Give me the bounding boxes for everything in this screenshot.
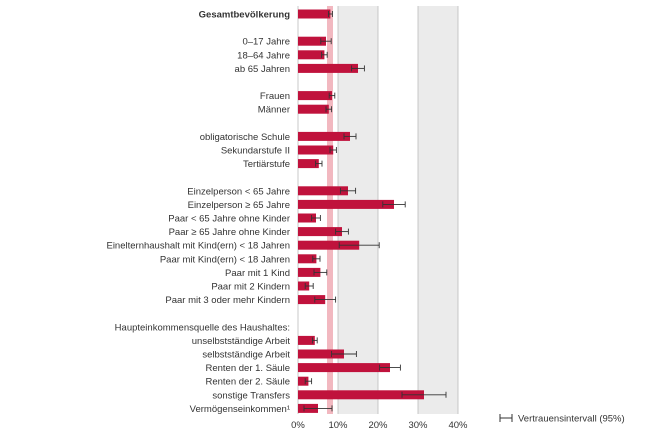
- bar: [298, 104, 329, 114]
- bar: [298, 240, 360, 250]
- bar: [298, 227, 342, 237]
- bar: [298, 50, 325, 60]
- error-bar: [335, 228, 349, 235]
- category-label: Paar ≥ 65 Jahre ohne Kinder: [169, 227, 290, 238]
- bar: [298, 281, 310, 291]
- category-label: Renten der 2. Säule: [205, 377, 290, 388]
- x-tick-label: 0%: [291, 420, 305, 431]
- bar: [298, 199, 394, 209]
- error-bar: [338, 242, 380, 249]
- error-bar: [313, 269, 328, 276]
- bar: [298, 91, 332, 101]
- category-label: Einzelperson ≥ 65 Jahre: [188, 200, 290, 211]
- category-label: unselbstständige Arbeit: [192, 336, 291, 347]
- bar: [298, 9, 331, 19]
- bar: [298, 36, 326, 46]
- error-bar: [311, 215, 321, 221]
- category-label: Tertiärstufe: [243, 159, 290, 170]
- category-label: Gesamtbevölkerung: [199, 10, 291, 21]
- error-bar: [303, 405, 333, 412]
- category-label: Männer: [258, 105, 290, 116]
- category-label: Einelternhaushalt mit Kind(ern) < 18 Jah…: [106, 241, 290, 252]
- confidence-intervals: [303, 11, 447, 412]
- error-bar: [329, 147, 337, 153]
- legend-ci-symbol: [499, 414, 513, 422]
- x-axis-ticks: 0% 10% 20% 30% 40%: [291, 420, 468, 431]
- bar: [298, 254, 317, 264]
- category-label: Paar mit 3 oder mehr Kindern: [165, 295, 290, 306]
- reference-band: [327, 6, 333, 414]
- bar: [298, 159, 319, 169]
- error-bar: [328, 92, 336, 99]
- bar: [298, 363, 390, 373]
- category-label: selbstständige Arbeit: [202, 350, 290, 361]
- error-bar: [304, 283, 314, 289]
- background-band: [338, 6, 378, 414]
- bars: [298, 9, 424, 413]
- bar: [298, 145, 334, 155]
- legend-label: Vertrauensintervall (95%): [518, 414, 625, 425]
- bar: [298, 295, 326, 305]
- x-tick-label: 20%: [368, 420, 388, 431]
- x-tick-label: 40%: [448, 420, 468, 431]
- error-bar: [311, 337, 318, 344]
- reference-band-rect: [327, 6, 333, 414]
- category-label: Paar < 65 Jahre ohne Kinder: [168, 214, 290, 225]
- category-label: sonstige Transfers: [212, 390, 290, 401]
- error-bar: [315, 160, 323, 167]
- bar: [298, 267, 321, 277]
- error-bar: [331, 351, 357, 357]
- section-heading: Haupteinkommensquelle des Haushaltes:: [115, 322, 290, 333]
- gridlines: [297, 6, 459, 414]
- bar: [298, 390, 424, 400]
- bar: [298, 63, 358, 73]
- category-label: Paar mit 2 Kindern: [211, 282, 290, 293]
- bar: [298, 335, 315, 345]
- error-bar: [314, 296, 337, 303]
- error-bar: [321, 51, 328, 58]
- legend: Vertrauensintervall (95%): [499, 414, 625, 425]
- error-bar: [339, 187, 357, 194]
- category-labels: Gesamtbevölkerung 0–17 Jahre 18–64 Jahre ab…: [106, 10, 290, 415]
- bar: [298, 376, 309, 386]
- category-label: Vermögenseinkommen¹: [190, 404, 290, 415]
- error-bar: [312, 255, 321, 262]
- error-bar: [327, 11, 333, 17]
- error-bar: [343, 133, 357, 140]
- error-bar: [401, 391, 447, 398]
- x-tick-label: 30%: [408, 420, 428, 431]
- error-bar: [320, 38, 332, 45]
- category-label: Einzelperson < 65 Jahre: [187, 186, 290, 197]
- bar: [298, 186, 348, 196]
- category-label: Sekundarstufe II: [221, 146, 290, 157]
- x-tick-label: 10%: [328, 420, 348, 431]
- category-label: 0–17 Jahre: [242, 37, 290, 48]
- bar: [298, 131, 350, 141]
- error-bar: [304, 378, 313, 385]
- bar: [298, 349, 344, 359]
- category-label: Paar mit Kind(ern) < 18 Jahren: [160, 254, 290, 265]
- bar: [298, 213, 316, 223]
- background-band: [418, 6, 458, 414]
- error-bar: [379, 364, 401, 371]
- error-bar: [351, 65, 365, 72]
- error-bar: [325, 106, 333, 113]
- error-bar: [382, 201, 406, 208]
- category-label: Frauen: [260, 91, 290, 102]
- category-label: 18–64 Jahre: [237, 50, 290, 61]
- category-label: Renten der 1. Säule: [205, 363, 290, 374]
- category-label: obligatorische Schule: [200, 132, 290, 143]
- category-label: ab 65 Jahren: [235, 64, 290, 75]
- background-bands: [338, 6, 458, 414]
- category-label: Paar mit 1 Kind: [225, 268, 290, 279]
